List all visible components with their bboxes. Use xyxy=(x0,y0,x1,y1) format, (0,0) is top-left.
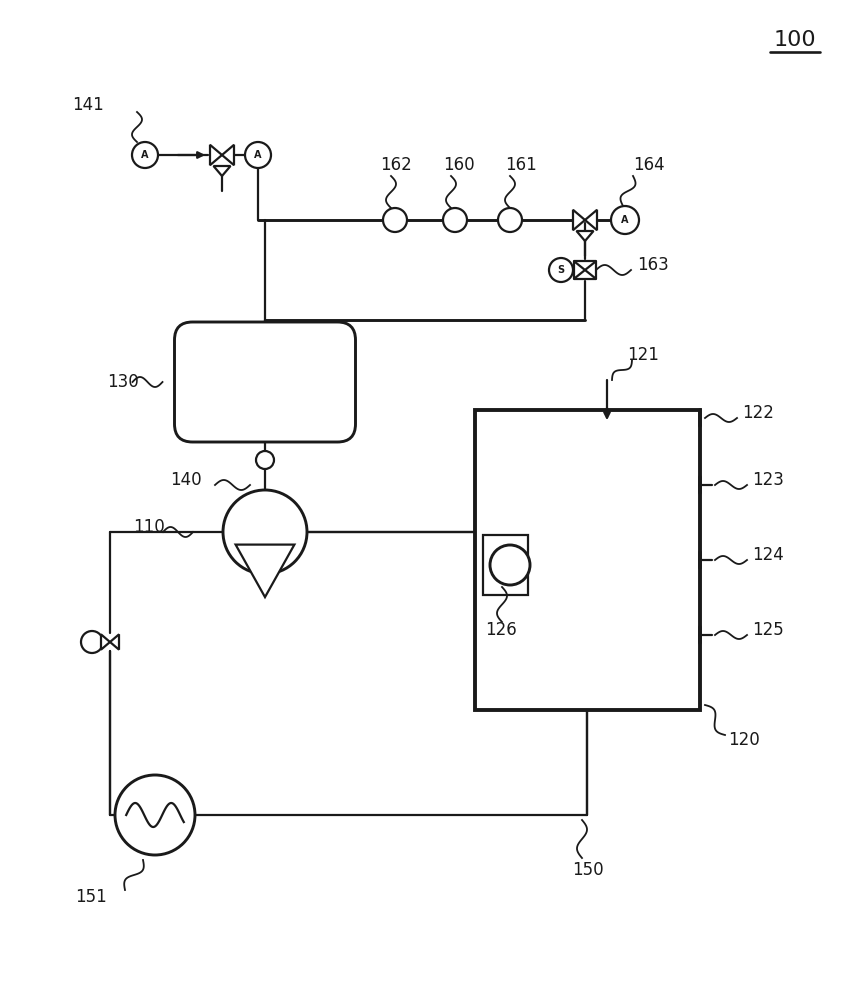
Circle shape xyxy=(132,142,158,168)
Text: 164: 164 xyxy=(633,156,665,174)
Text: 110: 110 xyxy=(133,518,165,536)
Text: 160: 160 xyxy=(443,156,475,174)
Text: 100: 100 xyxy=(774,30,816,50)
FancyBboxPatch shape xyxy=(175,322,355,442)
Text: 124: 124 xyxy=(752,546,783,564)
Polygon shape xyxy=(213,166,230,176)
Text: 121: 121 xyxy=(627,346,659,364)
Circle shape xyxy=(443,208,467,232)
Bar xyxy=(483,535,528,595)
Polygon shape xyxy=(574,261,585,279)
Polygon shape xyxy=(210,145,222,165)
Text: 151: 151 xyxy=(75,888,107,906)
Polygon shape xyxy=(236,545,294,597)
Circle shape xyxy=(245,142,271,168)
Text: 122: 122 xyxy=(742,404,774,422)
Circle shape xyxy=(611,206,639,234)
Text: 120: 120 xyxy=(728,731,759,749)
Text: 141: 141 xyxy=(72,96,104,114)
Text: 162: 162 xyxy=(380,156,412,174)
Circle shape xyxy=(490,545,530,585)
Text: 161: 161 xyxy=(505,156,537,174)
Circle shape xyxy=(549,258,573,282)
Text: 163: 163 xyxy=(637,256,669,274)
Circle shape xyxy=(81,631,103,653)
Text: 123: 123 xyxy=(752,471,783,489)
Circle shape xyxy=(256,451,274,469)
Polygon shape xyxy=(585,261,596,279)
Polygon shape xyxy=(222,145,234,165)
Text: 130: 130 xyxy=(108,373,139,391)
Text: 125: 125 xyxy=(752,621,783,639)
Circle shape xyxy=(383,208,407,232)
Text: A: A xyxy=(255,150,261,160)
Polygon shape xyxy=(573,210,585,230)
Bar xyxy=(475,410,700,710)
Text: A: A xyxy=(141,150,149,160)
Circle shape xyxy=(115,775,195,855)
Polygon shape xyxy=(101,634,110,650)
Circle shape xyxy=(223,490,307,574)
Polygon shape xyxy=(110,634,119,650)
Text: S: S xyxy=(557,265,564,275)
Text: 140: 140 xyxy=(170,471,201,489)
Polygon shape xyxy=(576,231,593,241)
Text: A: A xyxy=(621,215,629,225)
Polygon shape xyxy=(585,210,597,230)
Text: 126: 126 xyxy=(485,621,517,639)
Circle shape xyxy=(498,208,522,232)
Text: 150: 150 xyxy=(572,861,604,879)
